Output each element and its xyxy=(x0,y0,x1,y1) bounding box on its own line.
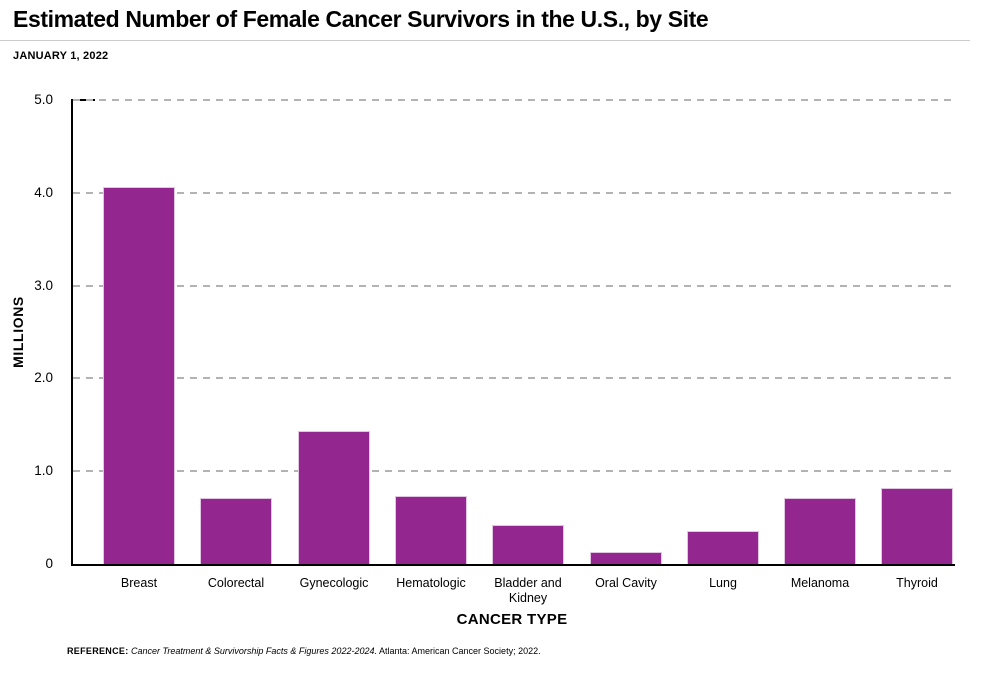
y-tick-label: 2.0 xyxy=(34,370,53,385)
reference-text: REFERENCE: Cancer Treatment & Survivorsh… xyxy=(67,646,541,656)
plot-area xyxy=(71,99,955,566)
category-label: Melanoma xyxy=(790,576,850,590)
y-tick-label: 0 xyxy=(45,556,53,571)
category-label: Bladder and Kidney xyxy=(494,576,562,605)
bar-lung xyxy=(687,531,759,564)
gridline xyxy=(73,99,953,101)
chart-subtitle: JANUARY 1, 2022 xyxy=(13,50,109,62)
y-tick-labels: 0 1.0 2.0 3.0 4.0 5.0 xyxy=(0,0,62,680)
category-label: Oral Cavity xyxy=(595,576,657,590)
gridline xyxy=(73,192,953,194)
category-label: Breast xyxy=(120,576,158,590)
category-label: Lung xyxy=(709,576,737,590)
bar-oral-cavity xyxy=(590,552,662,564)
y-tick-label: 5.0 xyxy=(34,92,53,107)
reference-rest: Atlanta: American Cancer Society; 2022. xyxy=(379,646,541,656)
gridline xyxy=(73,470,953,472)
y-tick-label: 3.0 xyxy=(34,278,53,293)
bar-hematologic xyxy=(395,496,467,564)
y-tick-label: 4.0 xyxy=(34,185,53,200)
reference-source: Cancer Treatment & Survivorship Facts & … xyxy=(131,646,377,656)
bar-gynecologic xyxy=(298,431,370,564)
page-title: Estimated Number of Female Cancer Surviv… xyxy=(13,6,709,32)
x-category-labels: Breast Colorectal Gynecologic Hematologic Bl… xyxy=(73,576,953,606)
category-label: Gynecologic xyxy=(299,576,369,590)
gridline xyxy=(73,285,953,287)
category-label: Thyroid xyxy=(896,576,938,590)
gridline xyxy=(73,377,953,379)
bar-breast xyxy=(103,187,175,564)
reference-label: REFERENCE: xyxy=(67,646,129,656)
bar-melanoma xyxy=(784,498,856,564)
bar-bladder-and-kidney xyxy=(492,525,564,564)
y-tick-label: 1.0 xyxy=(34,463,53,478)
category-label: Colorectal xyxy=(207,576,265,590)
bar-colorectal xyxy=(200,498,272,564)
category-label: Hematologic xyxy=(396,576,466,590)
bar-thyroid xyxy=(881,488,953,564)
x-axis-title: CANCER TYPE xyxy=(456,611,568,628)
title-divider xyxy=(0,40,970,41)
